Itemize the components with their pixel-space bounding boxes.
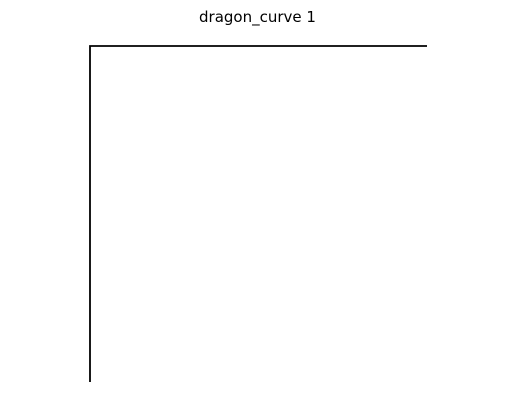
plot-title: dragon_curve 1	[199, 8, 316, 26]
dragon-curve-path	[89, 45, 427, 382]
